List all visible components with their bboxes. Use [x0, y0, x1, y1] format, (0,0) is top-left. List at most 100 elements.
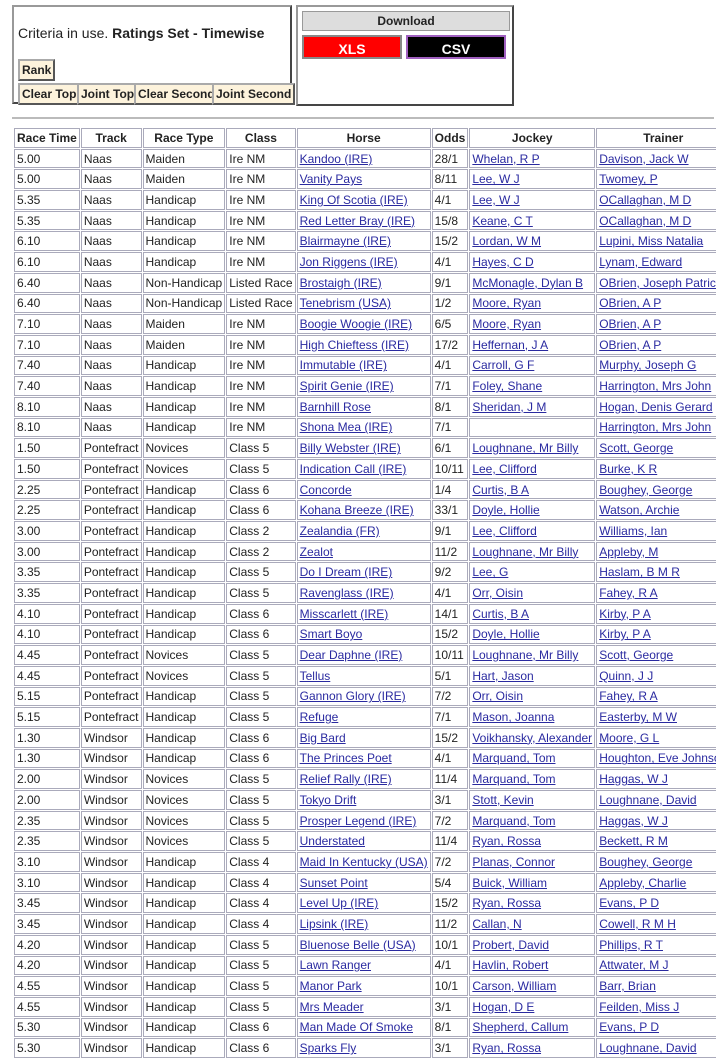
jockey-cell[interactable]: Ryan, Rossa	[469, 893, 596, 914]
horse-cell[interactable]: Zealot	[296, 541, 431, 562]
trainer-cell[interactable]: Harrington, Mrs John	[596, 417, 716, 438]
jockey-cell[interactable]: Shepherd, Callum	[469, 1017, 596, 1038]
joint-top-button[interactable]: Joint Top	[77, 83, 139, 105]
trainer-cell[interactable]: Barr, Brian	[596, 976, 716, 996]
horse-cell[interactable]: Billy Webster (IRE)	[296, 438, 431, 458]
trainer-cell[interactable]: Phillips, R T	[596, 934, 716, 955]
horse-cell[interactable]: Tellus	[296, 665, 431, 686]
jockey-cell[interactable]: Stott, Kevin	[469, 790, 596, 810]
trainer-cell[interactable]: Murphy, Joseph G	[596, 355, 716, 376]
horse-cell[interactable]: Red Letter Bray (IRE)	[296, 210, 431, 231]
jockey-cell[interactable]: Sheridan, J M	[469, 396, 596, 417]
jockey-cell[interactable]: Carson, William	[469, 976, 596, 996]
clear-top-button[interactable]: Clear Top	[18, 83, 81, 105]
trainer-cell[interactable]: Beckett, R M	[596, 831, 716, 852]
jockey-cell[interactable]: Marquand, Tom	[469, 810, 596, 831]
trainer-cell[interactable]: Haggas, W J	[596, 769, 716, 789]
jockey-cell[interactable]: Orr, Oisin	[469, 686, 596, 707]
trainer-cell[interactable]: Hogan, Denis Gerard	[596, 396, 716, 417]
horse-cell[interactable]: Bluenose Belle (USA)	[296, 934, 431, 955]
horse-cell[interactable]: Boogie Woogie (IRE)	[296, 314, 431, 334]
jockey-cell[interactable]: Lee, G	[469, 562, 596, 583]
jockey-cell[interactable]: Carroll, G F	[469, 355, 596, 376]
horse-cell[interactable]: King Of Scotia (IRE)	[296, 190, 431, 210]
trainer-cell[interactable]: Attwater, M J	[596, 955, 716, 976]
jockey-cell[interactable]: Hart, Jason	[469, 665, 596, 686]
horse-cell[interactable]: Smart Boyo	[296, 624, 431, 645]
jockey-cell[interactable]: Voikhansky, Alexander	[469, 727, 596, 748]
horse-cell[interactable]: Misscarlett (IRE)	[296, 603, 431, 624]
trainer-cell[interactable]: Loughnane, David	[596, 1038, 716, 1058]
horse-cell[interactable]: Do I Dream (IRE)	[296, 562, 431, 583]
trainer-cell[interactable]: Scott, George	[596, 645, 716, 665]
jockey-cell[interactable]: Whelan, R P	[469, 148, 596, 169]
trainer-cell[interactable]: Fahey, R A	[596, 686, 716, 707]
horse-cell[interactable]: Concorde	[296, 479, 431, 500]
horse-cell[interactable]: Brostaigh (IRE)	[296, 272, 431, 293]
jockey-cell[interactable]: McMonagle, Dylan B	[469, 272, 596, 293]
trainer-cell[interactable]: Easterby, M W	[596, 707, 716, 727]
horse-cell[interactable]: Blairmayne (IRE)	[296, 231, 431, 252]
horse-cell[interactable]: Gannon Glory (IRE)	[296, 686, 431, 707]
jockey-cell[interactable]: Curtis, B A	[469, 603, 596, 624]
jockey-cell[interactable]: Mason, Joanna	[469, 707, 596, 727]
jockey-cell[interactable]: Ryan, Rossa	[469, 1038, 596, 1058]
horse-cell[interactable]: Vanity Pays	[296, 169, 431, 190]
jockey-cell[interactable]: Lordan, W M	[469, 231, 596, 252]
horse-cell[interactable]: Dear Daphne (IRE)	[296, 645, 431, 665]
horse-cell[interactable]: Maid In Kentucky (USA)	[296, 852, 431, 872]
trainer-cell[interactable]: Boughey, George	[596, 852, 716, 872]
jockey-cell[interactable]: Doyle, Hollie	[469, 500, 596, 521]
horse-cell[interactable]: Refuge	[296, 707, 431, 727]
trainer-cell[interactable]: Kirby, P A	[596, 603, 716, 624]
horse-cell[interactable]: Tenebrism (USA)	[296, 293, 431, 314]
horse-cell[interactable]: Zealandia (FR)	[296, 521, 431, 541]
trainer-cell[interactable]: Boughey, George	[596, 479, 716, 500]
jockey-cell[interactable]: Hayes, C D	[469, 252, 596, 272]
horse-cell[interactable]: Kohana Breeze (IRE)	[296, 500, 431, 521]
jockey-cell[interactable]: Probert, David	[469, 934, 596, 955]
jockey-cell[interactable]: Moore, Ryan	[469, 293, 596, 314]
horse-cell[interactable]: Lawn Ranger	[296, 955, 431, 976]
trainer-cell[interactable]: Appleby, Charlie	[596, 872, 716, 893]
jockey-cell[interactable]: Callan, N	[469, 914, 596, 934]
trainer-cell[interactable]: Davison, Jack W	[596, 148, 716, 169]
trainer-cell[interactable]: Harrington, Mrs John	[596, 376, 716, 396]
rank-button[interactable]: Rank	[18, 59, 56, 81]
trainer-cell[interactable]: Haslam, B M R	[596, 562, 716, 583]
joint-second-button[interactable]: Joint Second	[212, 83, 296, 105]
jockey-cell[interactable]: Loughnane, Mr Billy	[469, 645, 596, 665]
horse-cell[interactable]: Sparks Fly	[296, 1038, 431, 1058]
clear-second-button[interactable]: Clear Second	[134, 83, 219, 105]
jockey-cell[interactable]: Marquand, Tom	[469, 769, 596, 789]
horse-cell[interactable]: Manor Park	[296, 976, 431, 996]
trainer-cell[interactable]: Moore, G L	[596, 727, 716, 748]
trainer-cell[interactable]: Evans, P D	[596, 893, 716, 914]
trainer-cell[interactable]: Watson, Archie	[596, 500, 716, 521]
horse-cell[interactable]: Barnhill Rose	[296, 396, 431, 417]
horse-cell[interactable]: Understated	[296, 831, 431, 852]
horse-cell[interactable]: Level Up (IRE)	[296, 893, 431, 914]
horse-cell[interactable]: Prosper Legend (IRE)	[296, 810, 431, 831]
trainer-cell[interactable]: Fahey, R A	[596, 583, 716, 603]
jockey-cell[interactable]: Orr, Oisin	[469, 583, 596, 603]
horse-cell[interactable]: Immutable (IRE)	[296, 355, 431, 376]
horse-cell[interactable]: The Princes Poet	[296, 748, 431, 769]
jockey-cell[interactable]: Marquand, Tom	[469, 748, 596, 769]
horse-cell[interactable]: Sunset Point	[296, 872, 431, 893]
trainer-cell[interactable]: Loughnane, David	[596, 790, 716, 810]
trainer-cell[interactable]: Houghton, Eve Johnson	[596, 748, 716, 769]
horse-cell[interactable]: Jon Riggens (IRE)	[296, 252, 431, 272]
horse-cell[interactable]: Man Made Of Smoke	[296, 1017, 431, 1038]
trainer-cell[interactable]: OBrien, A P	[596, 334, 716, 355]
jockey-cell[interactable]: Lee, Clifford	[469, 521, 596, 541]
jockey-cell[interactable]: Ryan, Rossa	[469, 831, 596, 852]
trainer-cell[interactable]: Lupini, Miss Natalia	[596, 231, 716, 252]
jockey-cell[interactable]: Havlin, Robert	[469, 955, 596, 976]
trainer-cell[interactable]: Haggas, W J	[596, 810, 716, 831]
jockey-cell[interactable]: Lee, W J	[469, 190, 596, 210]
jockey-cell[interactable]: Planas, Connor	[469, 852, 596, 872]
jockey-cell[interactable]: Keane, C T	[469, 210, 596, 231]
trainer-cell[interactable]: OCallaghan, M D	[596, 190, 716, 210]
jockey-cell[interactable]: Heffernan, J A	[469, 334, 596, 355]
